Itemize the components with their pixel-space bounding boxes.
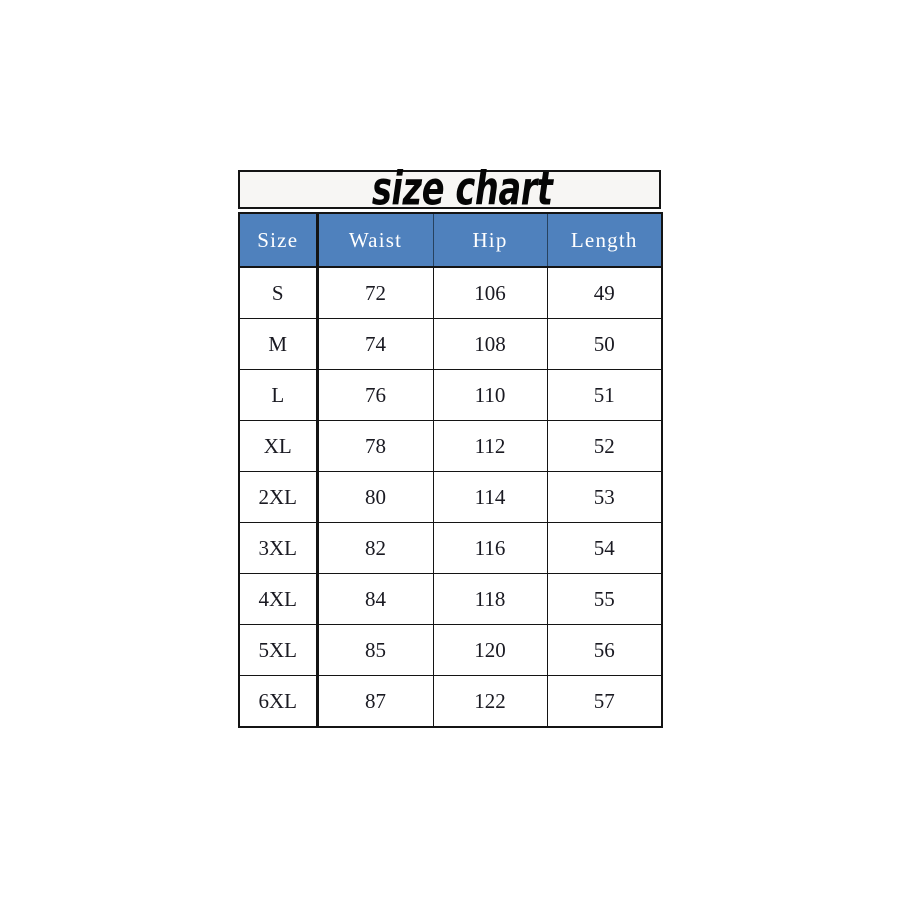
cell-length: 55 xyxy=(546,573,663,625)
table-row: 6XL 87 122 57 xyxy=(238,675,663,728)
cell-hip: 106 xyxy=(432,266,548,319)
cell-waist: 84 xyxy=(316,573,434,625)
size-table: Size Waist Hip Length S 72 106 49 M 74 1… xyxy=(238,212,663,728)
table-row: L 76 110 51 xyxy=(238,369,663,421)
cell-waist: 76 xyxy=(316,369,434,421)
cell-size: 4XL xyxy=(238,573,319,625)
cell-size: S xyxy=(238,266,319,319)
cell-size: 5XL xyxy=(238,624,319,676)
page-title: size chart xyxy=(240,161,659,215)
cell-size: 2XL xyxy=(238,471,319,523)
cell-size: 6XL xyxy=(238,675,319,728)
cell-hip: 122 xyxy=(432,675,548,728)
cell-waist: 85 xyxy=(316,624,434,676)
cell-length: 51 xyxy=(546,369,663,421)
cell-waist: 82 xyxy=(316,522,434,574)
cell-waist: 87 xyxy=(316,675,434,728)
cell-hip: 118 xyxy=(432,573,548,625)
cell-waist: 72 xyxy=(316,266,434,319)
size-chart-card: size chart Size Waist Hip Length S 72 10… xyxy=(238,161,663,728)
cell-hip: 116 xyxy=(432,522,548,574)
cell-size: M xyxy=(238,318,319,370)
table-row: 5XL 85 120 56 xyxy=(238,624,663,676)
cell-size: 3XL xyxy=(238,522,319,574)
chart-title-bar: size chart xyxy=(238,161,661,215)
table-row: S 72 106 49 xyxy=(238,266,663,319)
column-header-waist: Waist xyxy=(316,212,434,268)
cell-length: 52 xyxy=(546,420,663,472)
cell-length: 49 xyxy=(546,266,663,319)
size-table-header: Size Waist Hip Length xyxy=(238,212,663,268)
table-header-row: Size Waist Hip Length xyxy=(238,212,663,268)
cell-waist: 74 xyxy=(316,318,434,370)
table-row: 3XL 82 116 54 xyxy=(238,522,663,574)
cell-size: L xyxy=(238,369,319,421)
cell-length: 54 xyxy=(546,522,663,574)
page-title-text: size chart xyxy=(372,161,553,215)
cell-length: 56 xyxy=(546,624,663,676)
cell-hip: 110 xyxy=(432,369,548,421)
cell-hip: 114 xyxy=(432,471,548,523)
table-row: 4XL 84 118 55 xyxy=(238,573,663,625)
cell-hip: 120 xyxy=(432,624,548,676)
column-header-hip: Hip xyxy=(432,212,548,268)
cell-length: 53 xyxy=(546,471,663,523)
cell-hip: 112 xyxy=(432,420,548,472)
cell-waist: 78 xyxy=(316,420,434,472)
size-table-body: S 72 106 49 M 74 108 50 L 76 110 51 XL 7… xyxy=(238,266,663,728)
column-header-length: Length xyxy=(546,212,663,268)
column-header-size: Size xyxy=(238,212,319,268)
cell-waist: 80 xyxy=(316,471,434,523)
table-row: 2XL 80 114 53 xyxy=(238,471,663,523)
cell-hip: 108 xyxy=(432,318,548,370)
table-row: M 74 108 50 xyxy=(238,318,663,370)
table-row: XL 78 112 52 xyxy=(238,420,663,472)
cell-length: 57 xyxy=(546,675,663,728)
cell-size: XL xyxy=(238,420,319,472)
cell-length: 50 xyxy=(546,318,663,370)
